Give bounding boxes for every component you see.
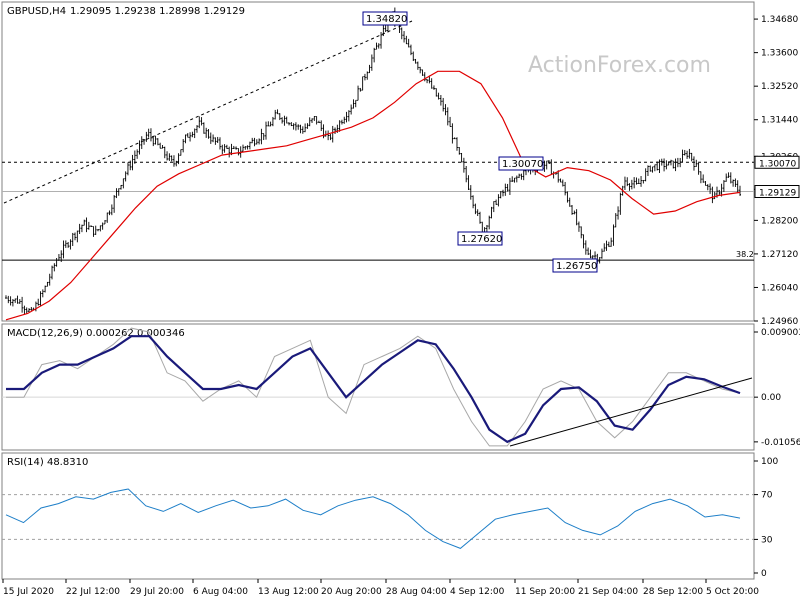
current-price-tag-label: 1.29129 — [759, 189, 796, 199]
macd-line — [6, 335, 741, 444]
x-axis: 15 Jul 2020 22 Jul 12:00 29 Jul 20:00 6 Aug… — [2, 579, 759, 597]
price-ytick-label: 1.24960 — [761, 317, 798, 327]
xtick-label: 15 Jul 2020 — [3, 587, 54, 597]
price-trendline — [3, 20, 413, 204]
price-annotation-box — [457, 231, 503, 246]
rsi-line — [5, 488, 741, 549]
fib-label: 38.2 — [736, 250, 754, 259]
rsi-ytick-label: 0 — [761, 569, 767, 579]
price-annotation-box — [498, 156, 544, 171]
price-annotation-box — [362, 11, 408, 26]
macd-signal-line — [6, 327, 741, 447]
xtick-label: 22 Jul 12:00 — [66, 587, 120, 597]
xtick-label: 21 Sep 04:00 — [578, 587, 638, 597]
price-panel — [1, 1, 755, 322]
xtick-label: 20 Aug 20:00 — [321, 587, 382, 597]
rsi-panel — [1, 452, 755, 580]
rsi-layer: 100 70 30 0 — [2, 457, 778, 579]
xtick-label: 6 Aug 04:00 — [193, 587, 248, 597]
watermark: ActionForex.com — [528, 53, 711, 78]
resistance-tag-label: 1.30070 — [759, 159, 796, 169]
resistance-tag — [754, 155, 800, 169]
xtick-label: 28 Aug 04:00 — [386, 587, 447, 597]
ohlc-readout: 1.29095 1.29238 1.28998 1.29129 — [70, 6, 245, 17]
price-layer: 1.346801.336001.325201.314401.302601.292… — [2, 7, 800, 327]
price-ytick-label: 1.26040 — [761, 283, 798, 293]
price-annotation-label: 1.30070 — [502, 159, 543, 170]
price-annotation-box — [552, 258, 598, 273]
macd-ytick-label: -0.010566 — [761, 438, 800, 448]
price-ytick-label: 1.32520 — [761, 82, 798, 92]
xtick-label: 29 Jul 20:00 — [130, 587, 184, 597]
macd-title: MACD(12,26,9) 0.000262 0.000346 — [7, 328, 185, 339]
chart-title: GBPUSD,H4 — [7, 6, 66, 17]
macd-trendline — [509, 377, 753, 447]
current-price-tag — [754, 185, 800, 199]
macd-ytick-label: 0.009003 — [761, 328, 800, 338]
xtick-label: 11 Sep 20:00 — [515, 587, 575, 597]
rsi-ytick-label: 30 — [761, 535, 773, 545]
price-annotation-label: 1.27620 — [461, 234, 502, 245]
price-ytick-label: 1.31440 — [761, 116, 798, 126]
macd-ytick-label: 0.00 — [761, 393, 781, 403]
price-ytick-label: 1.27120 — [761, 250, 798, 260]
moving-average-line — [5, 70, 741, 321]
price-annotation-label: 1.26750 — [556, 261, 597, 272]
price-annotation-label: 1.34820 — [366, 14, 407, 25]
macd-layer: 0.009003 0.00 -0.010566 — [2, 327, 800, 448]
price-ytick-label: 1.34680 — [761, 15, 798, 25]
xtick-label: 4 Sep 12:00 — [450, 587, 505, 597]
xtick-label: 28 Sep 12:00 — [643, 587, 703, 597]
price-ytick-label: 1.28200 — [761, 216, 798, 226]
xtick-label: 13 Aug 12:00 — [258, 587, 319, 597]
xtick-label: 5 Oct 20:00 — [706, 587, 759, 597]
price-ytick-label: 1.33600 — [761, 49, 798, 59]
rsi-title: RSI(14) 48.8310 — [7, 457, 88, 468]
rsi-ytick-label: 100 — [761, 457, 778, 467]
rsi-ytick-label: 70 — [761, 491, 773, 501]
